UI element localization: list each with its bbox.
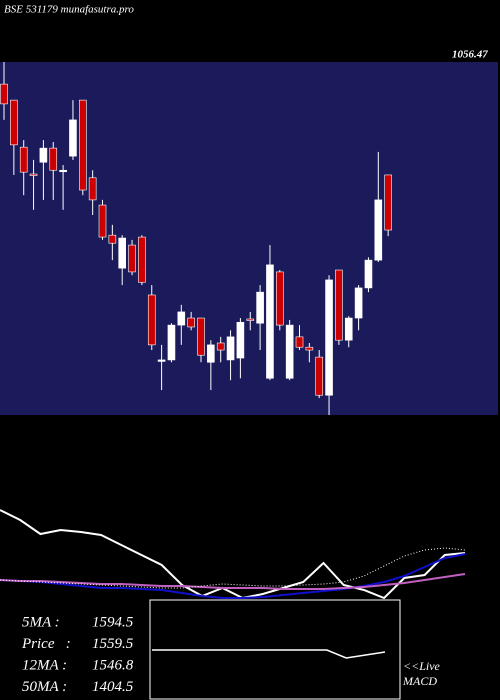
candle-body xyxy=(344,317,353,341)
candle-body xyxy=(118,237,126,269)
candle-body xyxy=(315,356,324,396)
stat-label: 50MA : xyxy=(22,679,67,695)
candle-body xyxy=(374,199,383,261)
candle-body xyxy=(79,99,87,191)
candle-body xyxy=(98,204,107,238)
candle-body xyxy=(384,174,392,231)
candle-body xyxy=(108,234,117,244)
candle-body xyxy=(29,173,38,176)
candle-body xyxy=(354,287,363,319)
stat-value: 1559.5 xyxy=(92,636,134,652)
candle-body xyxy=(187,317,195,328)
candle-body xyxy=(216,342,225,351)
candle-body xyxy=(39,147,48,163)
ma-line xyxy=(0,573,466,590)
candle-body xyxy=(128,244,136,273)
ma-line xyxy=(0,509,466,600)
stats-box xyxy=(0,601,149,700)
candle-body xyxy=(305,346,314,351)
candle-body xyxy=(138,236,146,283)
macd-label: MACD xyxy=(402,674,437,688)
stat-value: 1404.5 xyxy=(92,679,134,695)
candle-body xyxy=(364,259,373,289)
candle-body xyxy=(207,344,215,363)
candle-body xyxy=(325,279,333,396)
candle-body xyxy=(69,119,77,157)
price-label: 1056.47 xyxy=(452,49,488,61)
candle-body xyxy=(88,177,97,201)
candle-body xyxy=(0,83,8,105)
ma-line xyxy=(0,553,466,599)
stat-label: 12MA : xyxy=(22,657,67,673)
stat-label: Price : xyxy=(21,636,71,652)
candle-body xyxy=(335,269,343,341)
stat-value: 1546.8 xyxy=(92,657,134,673)
candle-body xyxy=(10,99,18,146)
stat-label: 5MA : xyxy=(22,614,60,630)
candle-body xyxy=(19,146,28,173)
stat-value: 1594.5 xyxy=(92,614,134,630)
candle-body xyxy=(197,317,205,356)
candle-body xyxy=(275,271,284,326)
candle-body xyxy=(285,324,294,379)
candle-body xyxy=(295,336,304,348)
candle-body xyxy=(147,294,156,346)
candle-body xyxy=(246,318,255,321)
candle-body xyxy=(266,264,274,379)
candle-body xyxy=(59,169,67,173)
candle-body xyxy=(157,359,166,362)
chart-title: BSE 531179 munafasutra.pro xyxy=(4,4,134,16)
candle-body xyxy=(256,291,264,324)
macd-line xyxy=(152,649,386,659)
candle-body xyxy=(49,147,58,171)
candle-body xyxy=(226,336,235,361)
candle-body xyxy=(236,321,245,359)
price-panel xyxy=(0,62,498,415)
candle-body xyxy=(177,311,186,326)
macd-label: <<Live xyxy=(403,659,441,673)
candle-body xyxy=(167,324,176,361)
